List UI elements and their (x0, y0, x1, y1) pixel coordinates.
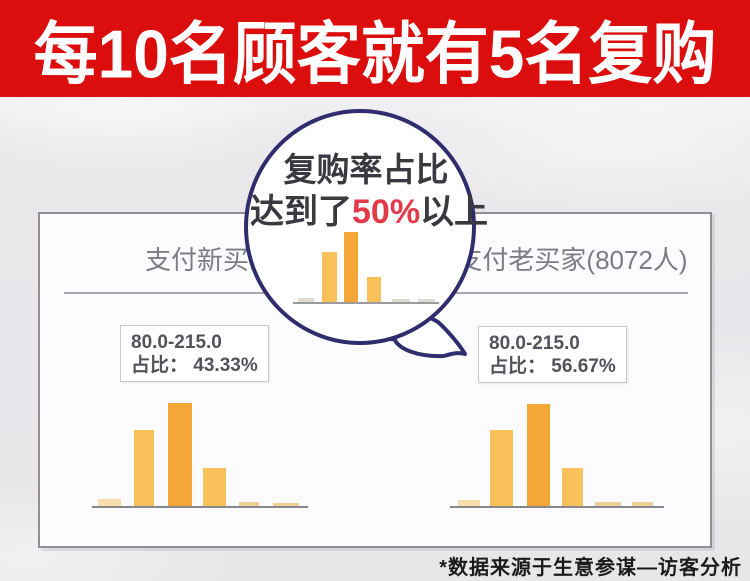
histogram-bar (98, 499, 121, 506)
histogram-bar (562, 468, 583, 506)
histogram-bar (367, 277, 381, 302)
histogram-bar (458, 500, 480, 506)
tooltip-share: 占比： 56.67% (489, 355, 616, 378)
x-axis-line (92, 506, 308, 508)
tooltip-share-label: 占比： (489, 356, 547, 377)
histogram-bar (527, 404, 550, 506)
histogram-bar (134, 430, 154, 506)
histogram-bar (298, 298, 314, 302)
old-buyers-header: 支付老买家(8072人) (456, 245, 688, 275)
old-buyers-tooltip: 80.0-215.0 占比： 56.67% (478, 326, 627, 383)
tooltip-share-value: 43.33% (193, 355, 258, 376)
bubble-mini-chart (293, 227, 439, 304)
new-buyers-tooltip: 80.0-215.0 占比： 43.33% (120, 325, 269, 382)
x-axis-line (450, 506, 664, 508)
histogram-bar (273, 503, 299, 506)
data-source-caption: *数据来源于生意参谋—访客分析 (439, 557, 742, 579)
histogram-bar (203, 468, 226, 506)
histogram-bar (344, 232, 358, 302)
histogram-bar (322, 252, 337, 302)
tooltip-range: 80.0-215.0 (131, 332, 222, 353)
bubble-line2-suffix: 以上 (420, 193, 489, 231)
headline-banner: 每10名顾客就有5名复购 (0, 0, 750, 97)
speech-bubble-circle (244, 109, 476, 345)
bubble-line2: 达到了50%以上 (250, 190, 488, 234)
headline-text: 每10名顾客就有5名复购 (33, 15, 717, 92)
speech-bubble (244, 109, 476, 359)
old-buyers-chart (450, 396, 664, 508)
histogram-bar (595, 502, 621, 506)
histogram-bar (632, 502, 653, 506)
bubble-50pct-highlight: 50% (352, 193, 421, 231)
histogram-bar (490, 430, 513, 506)
histogram-bar (418, 299, 435, 302)
x-axis-line (293, 302, 439, 304)
new-buyers-chart (92, 396, 308, 508)
tooltip-range: 80.0-215.0 (489, 333, 580, 354)
tooltip-share: 占比： 43.33% (131, 354, 258, 377)
bubble-text: 复购率占比 达到了50%以上 (250, 150, 488, 234)
histogram-bar (168, 403, 192, 506)
tooltip-share-label: 占比： (131, 355, 189, 376)
histogram-bar (239, 502, 259, 506)
histogram-bar (392, 299, 410, 302)
bubble-line1: 复购率占比 (283, 151, 449, 188)
tooltip-share-value: 56.67% (551, 356, 616, 377)
bubble-line2-prefix: 达到了 (250, 193, 352, 231)
